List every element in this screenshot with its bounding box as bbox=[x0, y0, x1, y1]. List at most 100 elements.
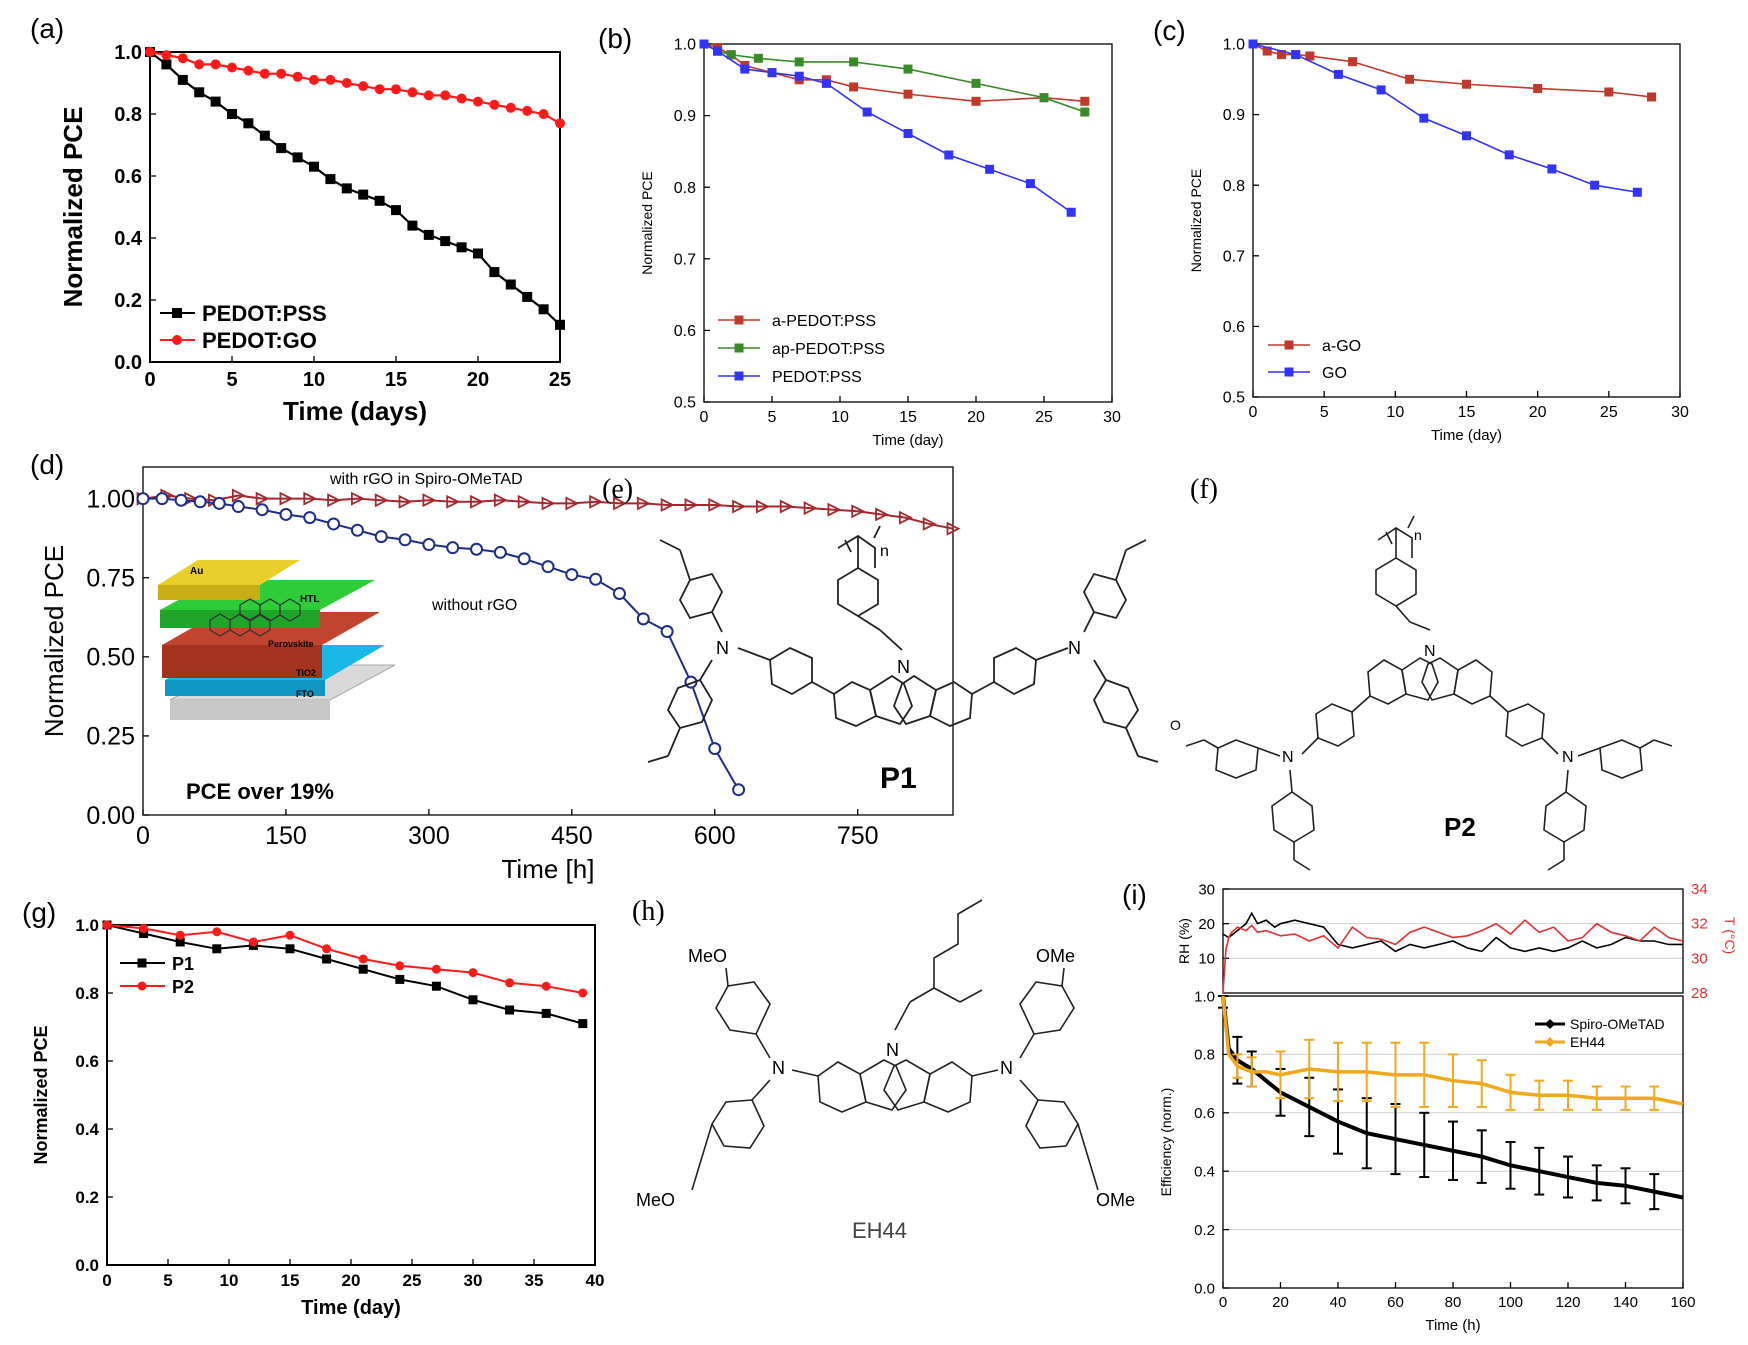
data-point bbox=[407, 87, 418, 98]
data-point bbox=[325, 174, 336, 185]
y-tick-label: 1.0 bbox=[114, 42, 142, 64]
series-without rGO bbox=[136, 492, 746, 797]
legend-marker bbox=[734, 371, 744, 381]
struct-h-ome-bottom: OMe bbox=[1096, 1190, 1135, 1210]
y-tick-label: 0.8 bbox=[75, 984, 99, 1003]
y2-axis-label: T (°C) bbox=[1722, 917, 1738, 954]
chart-g: (g) 0 5 10 15 20 25 30 35 40 0.0 0.2 0.4 0.6 0.8 1.0 Tim… bbox=[22, 897, 604, 1319]
data-point bbox=[276, 68, 287, 79]
data-point bbox=[971, 96, 981, 106]
series-line bbox=[703, 43, 1072, 213]
data-point bbox=[1504, 150, 1514, 160]
data-point bbox=[423, 90, 434, 101]
x-tick-label: 150 bbox=[265, 822, 307, 850]
data-point bbox=[1305, 51, 1315, 61]
x-tick-label: 0 bbox=[1219, 1294, 1227, 1311]
inset-layer-htl: HTL bbox=[300, 594, 319, 605]
struct-e-carbazole-n: N bbox=[897, 657, 910, 677]
data-point bbox=[1276, 50, 1286, 60]
data-point bbox=[341, 78, 352, 88]
data-point bbox=[1333, 69, 1343, 79]
y-tick-label: 0.4 bbox=[75, 1120, 99, 1139]
data-point bbox=[279, 491, 294, 506]
data-point bbox=[794, 57, 804, 67]
panel-label-f: (f) bbox=[1190, 474, 1218, 505]
x-tick-label: 750 bbox=[837, 822, 879, 850]
data-point bbox=[422, 538, 436, 552]
data-point bbox=[193, 495, 207, 509]
x-tick-label: 10 bbox=[220, 1271, 239, 1290]
data-point bbox=[732, 783, 746, 797]
series-line bbox=[106, 924, 584, 1025]
legend-marker bbox=[1284, 340, 1294, 350]
x-tick-label: 10 bbox=[831, 409, 849, 426]
x-tick-label: 600 bbox=[694, 822, 736, 850]
data-point bbox=[155, 492, 169, 506]
data-point bbox=[708, 742, 722, 756]
y-tick-label: 0.2 bbox=[75, 1188, 99, 1207]
data-point bbox=[358, 189, 369, 200]
x-tick-label: 15 bbox=[281, 1271, 300, 1290]
data-point bbox=[1376, 85, 1386, 95]
data-point bbox=[325, 74, 336, 85]
data-point bbox=[161, 50, 172, 61]
y-tick-label: 0.7 bbox=[674, 251, 696, 268]
data-point bbox=[145, 47, 155, 57]
legend-label: PEDOT:GO bbox=[202, 328, 317, 353]
struct-e-name: P1 bbox=[880, 762, 917, 795]
data-point bbox=[1291, 50, 1301, 60]
plot-frame bbox=[142, 466, 954, 816]
data-point bbox=[1462, 131, 1471, 141]
data-point bbox=[1025, 179, 1035, 189]
data-point bbox=[210, 96, 221, 107]
y-tick-label: 0.0 bbox=[75, 1256, 99, 1275]
data-point bbox=[541, 496, 556, 511]
data-point bbox=[1066, 207, 1076, 217]
struct-h-ome-top: OMe bbox=[1036, 946, 1075, 966]
annotation-pce: PCE over 19% bbox=[186, 779, 334, 804]
y-tick-label: 0.6 bbox=[114, 166, 142, 188]
data-point bbox=[243, 65, 254, 76]
x-tick-label: 15 bbox=[385, 369, 407, 391]
data-point bbox=[248, 937, 258, 947]
data-point bbox=[794, 71, 804, 81]
struct-h-meo-bottom: MeO bbox=[636, 1190, 675, 1210]
data-point bbox=[194, 59, 205, 70]
y-tick-label: 1.0 bbox=[75, 916, 99, 935]
data-point bbox=[358, 81, 369, 92]
data-point bbox=[327, 517, 341, 531]
data-point bbox=[555, 319, 565, 330]
y-tick-label: 10 bbox=[1198, 951, 1215, 968]
panel-label-e: (e) bbox=[602, 474, 633, 505]
data-point bbox=[473, 248, 483, 259]
data-point bbox=[102, 920, 112, 930]
data-point bbox=[1080, 96, 1090, 106]
data-point bbox=[713, 46, 723, 56]
data-point bbox=[292, 71, 303, 82]
data-point bbox=[1462, 79, 1471, 89]
x-tick-label: 20 bbox=[467, 369, 489, 391]
data-point bbox=[303, 511, 317, 525]
inset-layer-perovskite: Perovskite bbox=[268, 639, 314, 649]
panel-label-g: (g) bbox=[22, 897, 56, 928]
x-tick-label: 0 bbox=[1249, 404, 1258, 421]
data-point bbox=[259, 130, 270, 141]
series-line bbox=[106, 924, 583, 994]
panel-label-a: (a) bbox=[30, 13, 64, 44]
data-point bbox=[1348, 57, 1358, 67]
x-tick-label: 120 bbox=[1555, 1294, 1580, 1311]
data-point bbox=[505, 978, 515, 988]
data-point bbox=[699, 39, 709, 49]
y-tick-label: 0.6 bbox=[75, 1052, 99, 1071]
data-point bbox=[341, 183, 352, 194]
x-tick-label: 30 bbox=[1671, 404, 1689, 421]
data-point bbox=[708, 498, 723, 512]
x-tick-label: 5 bbox=[226, 369, 237, 391]
data-point bbox=[944, 150, 954, 160]
data-point bbox=[391, 84, 401, 95]
data-point bbox=[732, 499, 747, 514]
series-a-PEDOT:PSS bbox=[699, 39, 1090, 106]
data-point bbox=[541, 560, 555, 574]
data-point bbox=[849, 82, 859, 92]
data-point bbox=[309, 161, 319, 172]
